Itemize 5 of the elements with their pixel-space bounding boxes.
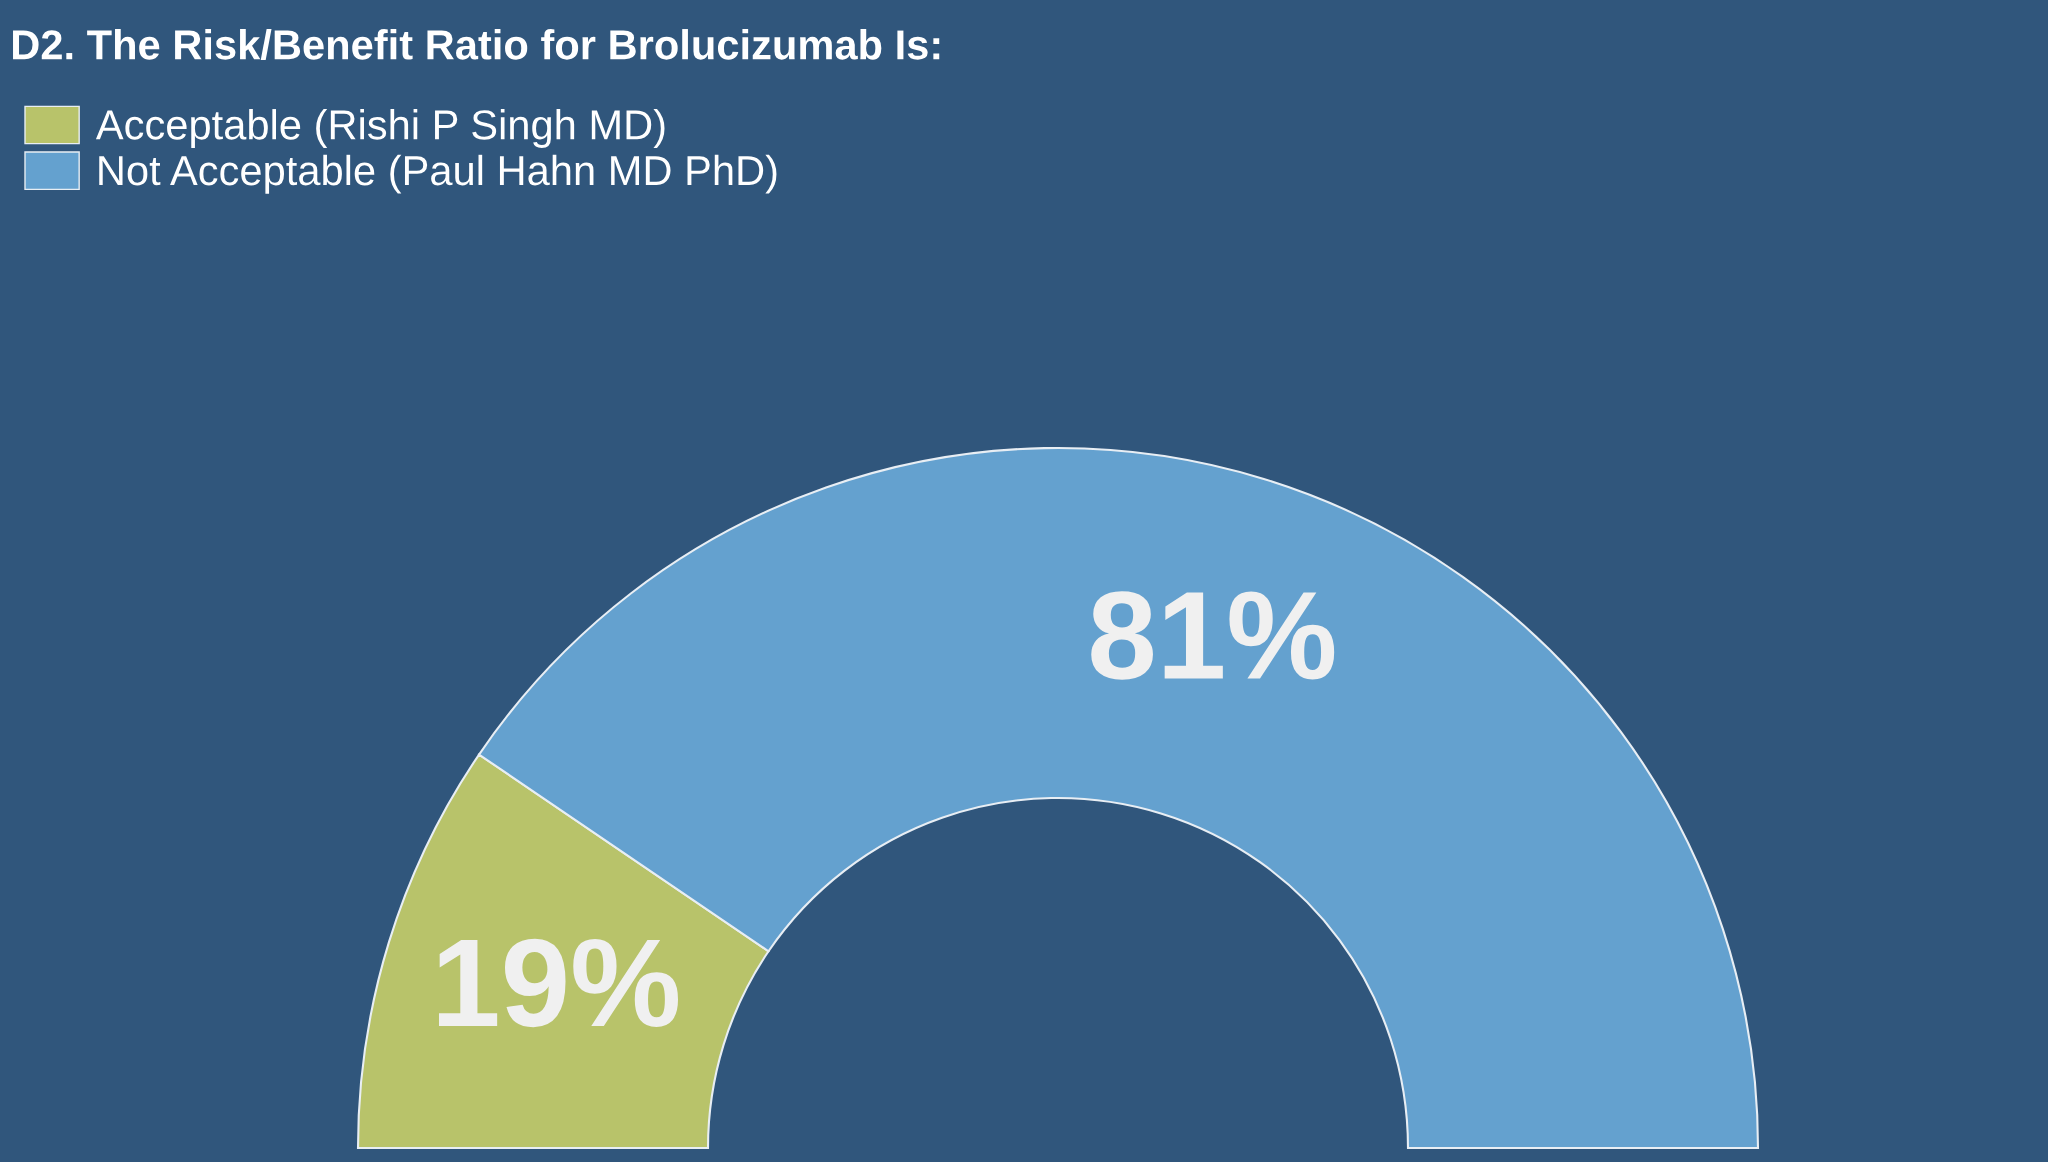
- chart-title: D2. The Risk/Benefit Ratio for Brolucizumab Is:: [13, 29, 940, 61]
- legend-label: Acceptable (Rishi P Singh MD): [95, 109, 665, 148]
- legend-label: Not Acceptable (Paul Hahn MD PhD): [99, 154, 777, 194]
- data-label: 81%: [1091, 591, 1335, 680]
- data-label: 19%: [438, 938, 679, 1028]
